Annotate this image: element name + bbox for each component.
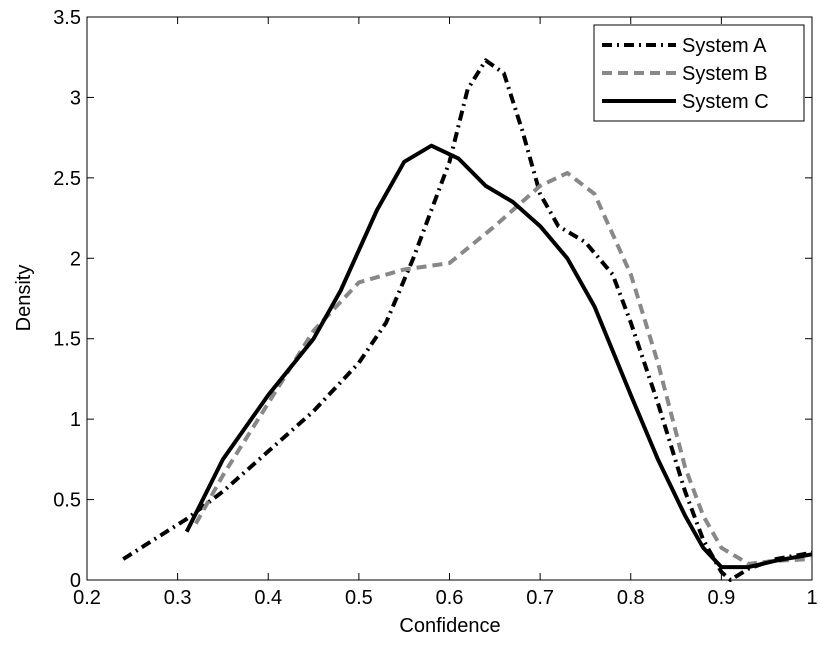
x-tick-label: 0.8 <box>617 587 645 609</box>
x-axis-label: Confidence <box>399 615 500 637</box>
y-tick-label: 1.5 <box>53 329 81 351</box>
legend-label: System A <box>682 35 767 57</box>
y-axis-label: Density <box>13 265 35 332</box>
y-tick-label: 0 <box>70 570 81 592</box>
x-tick-label: 1 <box>806 587 817 609</box>
y-tick-label: 2.5 <box>53 168 81 190</box>
y-tick-label: 0.5 <box>53 490 81 512</box>
y-tick-label: 3 <box>70 87 81 109</box>
legend-label: System C <box>682 91 769 113</box>
series-line <box>194 171 813 566</box>
x-tick-label: 0.5 <box>345 587 373 609</box>
x-tick-label: 0.3 <box>164 587 192 609</box>
y-tick-label: 2 <box>70 248 81 270</box>
x-tick-label: 0.2 <box>73 587 101 609</box>
y-tick-label: 3.5 <box>53 7 81 29</box>
series-line <box>184 143 813 570</box>
series-line <box>122 58 813 582</box>
x-tick-label: 0.4 <box>254 587 282 609</box>
x-tick-label: 0.7 <box>526 587 554 609</box>
x-tick-label: 0.6 <box>436 587 464 609</box>
legend-label: System B <box>682 63 768 85</box>
y-tick-label: 1 <box>70 409 81 431</box>
x-tick-label: 0.9 <box>707 587 735 609</box>
legend-box <box>593 24 805 122</box>
